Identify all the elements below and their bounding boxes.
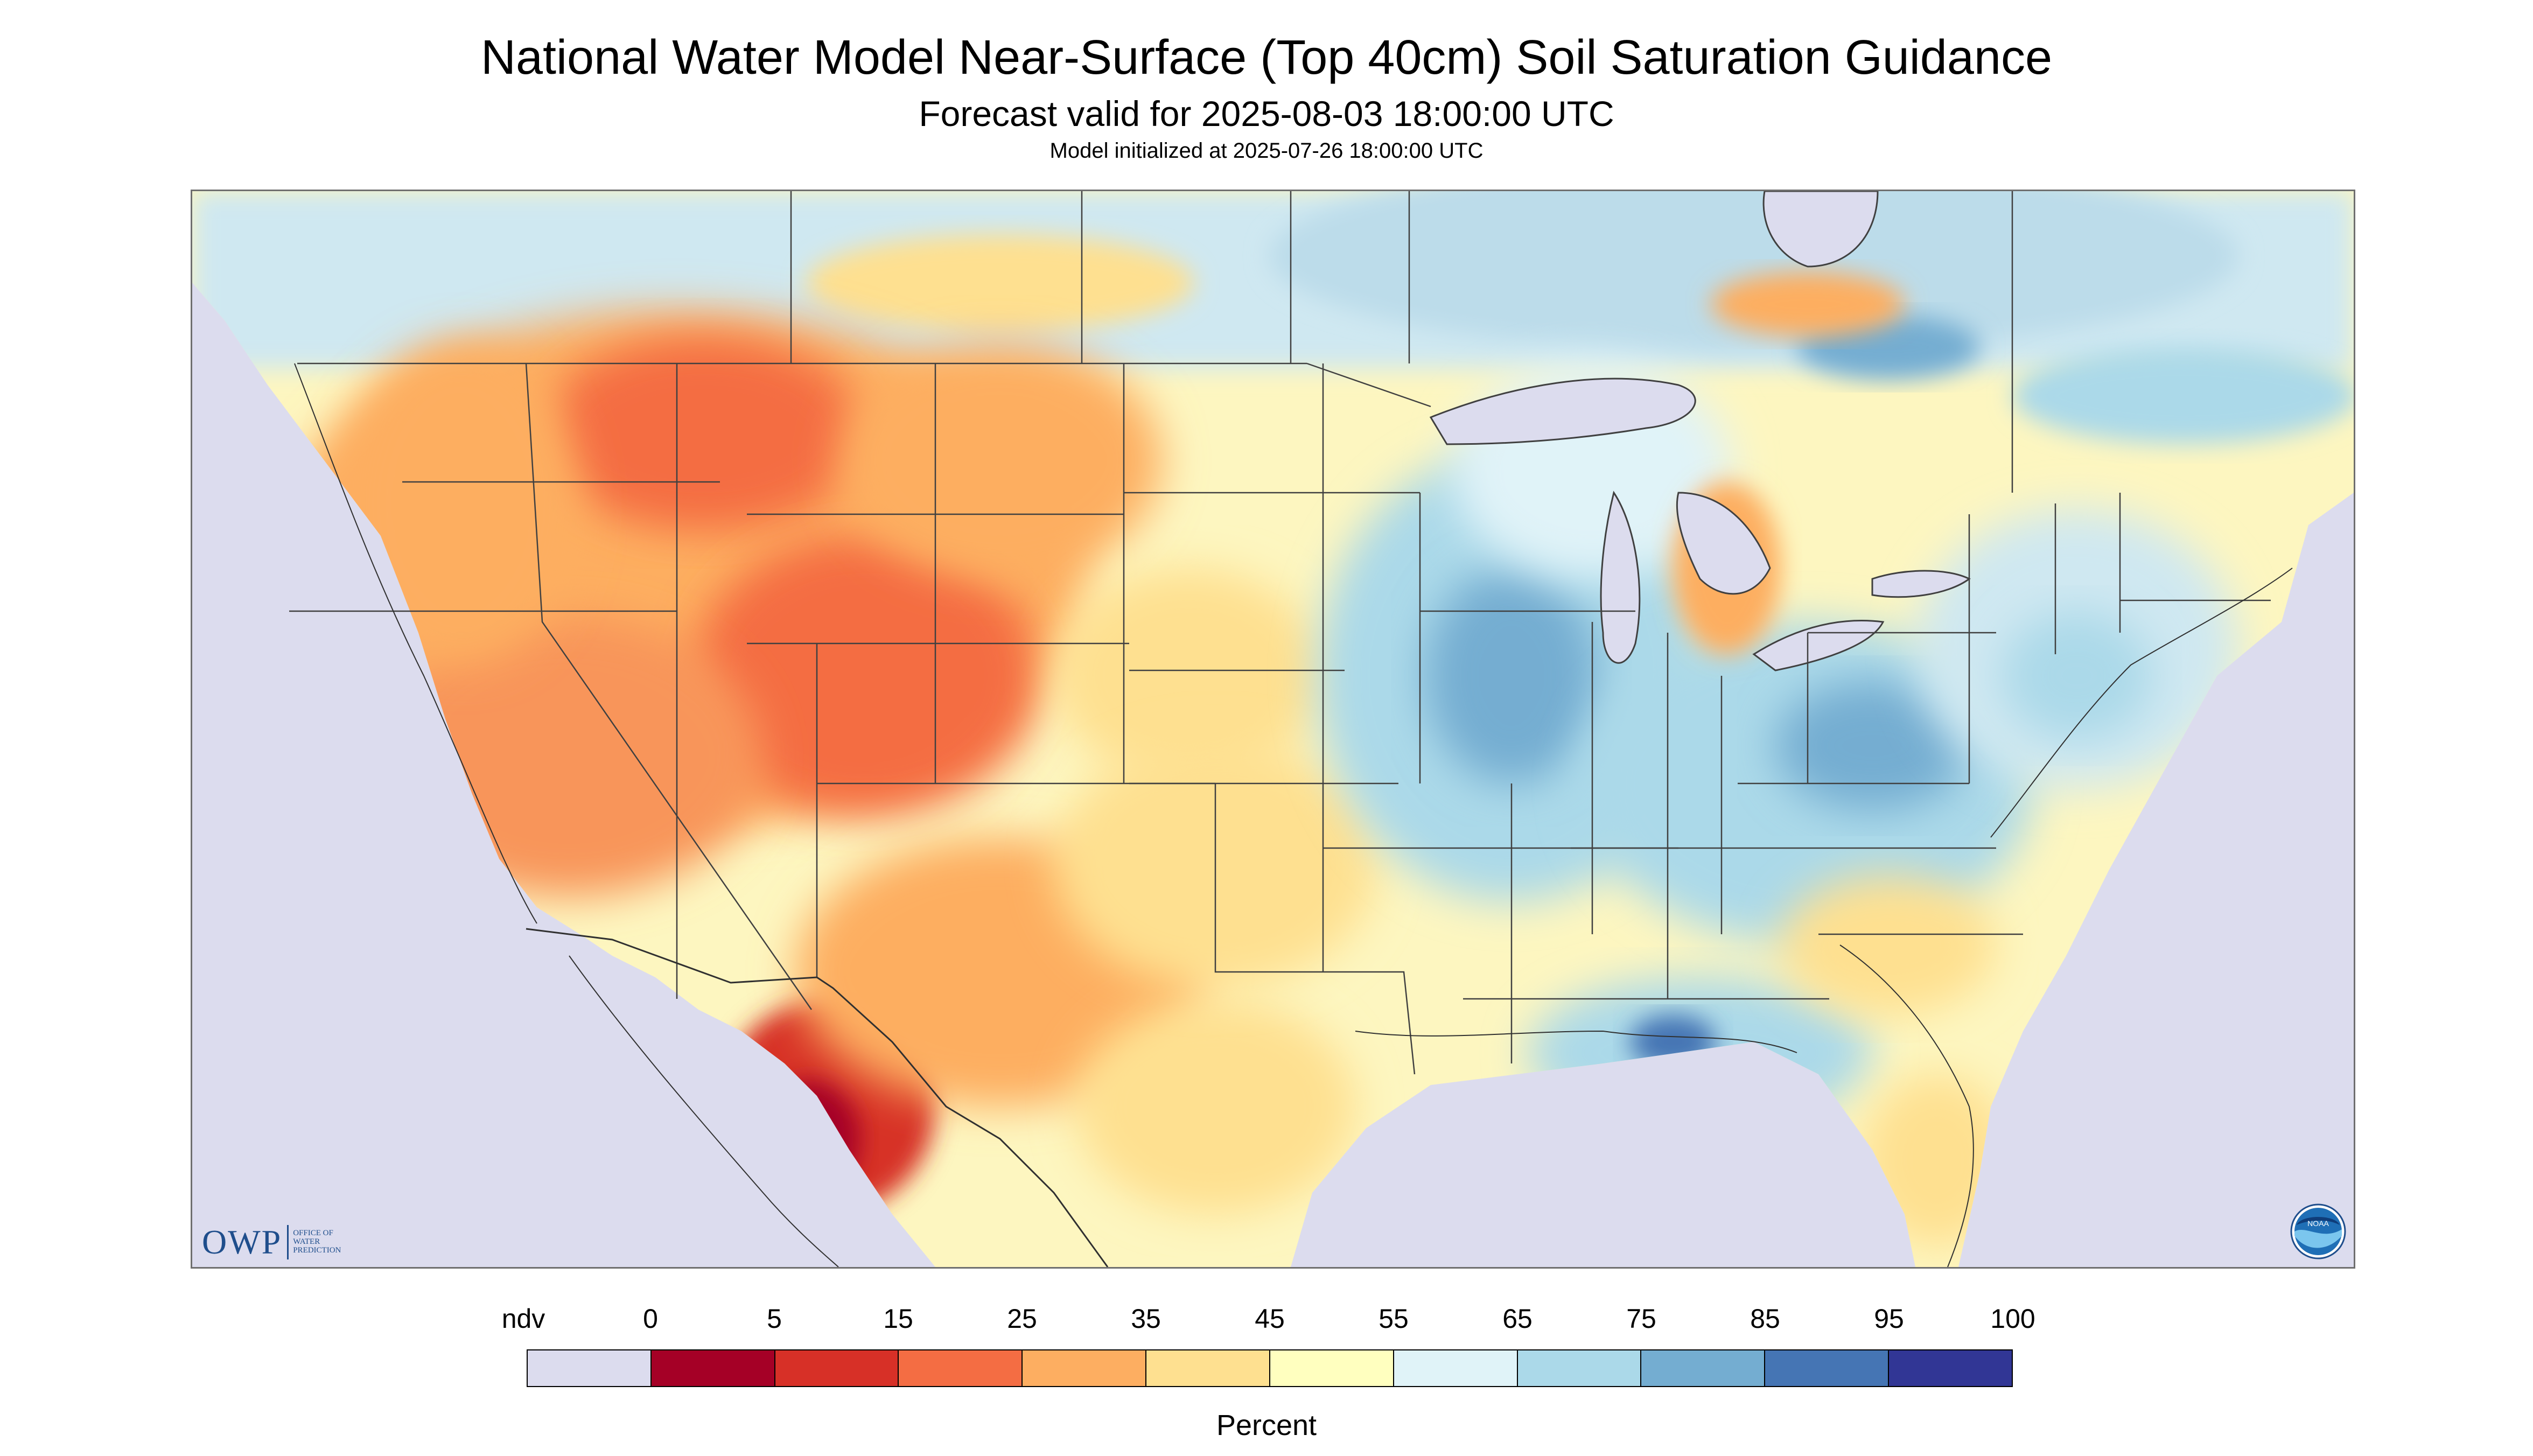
color-legend xyxy=(527,1349,2013,1387)
mexico-border xyxy=(526,928,1109,1267)
state-borders xyxy=(289,191,2271,1075)
noaa-logo-text: NOAA xyxy=(2307,1219,2329,1228)
legend-swatch xyxy=(1023,1350,1147,1386)
noaa-logo: NOAA xyxy=(2290,1203,2346,1259)
legend-swatch xyxy=(1146,1350,1270,1386)
legend-swatch xyxy=(651,1350,775,1386)
legend-swatch xyxy=(1394,1350,1518,1386)
legend-swatch xyxy=(1270,1350,1394,1386)
legend-label: 5 xyxy=(767,1304,782,1334)
legend-label: 95 xyxy=(1874,1304,1904,1334)
lake-huron xyxy=(1676,492,1771,595)
legend-label: 100 xyxy=(1990,1304,2035,1334)
lake-michigan xyxy=(1600,491,1641,664)
legend-label: 85 xyxy=(1750,1304,1780,1334)
legend-swatch xyxy=(1889,1350,2012,1386)
legend-swatch xyxy=(1765,1350,1890,1386)
legend-label: 55 xyxy=(1379,1304,1409,1334)
legend-swatch xyxy=(1641,1350,1766,1386)
forecast-valid-time: Forecast valid for 2025-08-03 18:00:00 U… xyxy=(919,94,1614,134)
legend-swatch xyxy=(528,1350,652,1386)
owp-logo-text: OFFICE OF WATER PREDICTION xyxy=(293,1229,341,1255)
owp-logo: OWP OFFICE OF WATER PREDICTION xyxy=(202,1225,341,1259)
projection-edge-right xyxy=(2142,493,2354,1267)
owp-logo-mark: OWP xyxy=(202,1225,289,1259)
legend-swatch xyxy=(775,1350,899,1386)
map-title: National Water Model Near-Surface (Top 4… xyxy=(480,31,2052,85)
legend-label: 45 xyxy=(1255,1304,1285,1334)
legend-label: 35 xyxy=(1131,1304,1161,1334)
legend-swatch xyxy=(1517,1350,1642,1386)
hudson-bay-edge xyxy=(1762,191,1879,268)
legend-label: 0 xyxy=(643,1304,658,1334)
soil-saturation-map: OWP OFFICE OF WATER PREDICTION NOAA xyxy=(191,190,2355,1269)
model-init-time: Model initialized at 2025-07-26 18:00:00… xyxy=(1049,139,1484,163)
projection-edge-left xyxy=(192,600,472,1267)
legend-label: 15 xyxy=(883,1304,913,1334)
coastline xyxy=(294,363,2293,1267)
legend-title: Percent xyxy=(1216,1409,1317,1441)
legend-swatch xyxy=(899,1350,1023,1386)
lake-superior xyxy=(1429,377,1696,445)
legend-label: 65 xyxy=(1502,1304,1533,1334)
legend-label: ndv xyxy=(501,1304,545,1334)
legend-label: 75 xyxy=(1626,1304,1656,1334)
legend-label: 25 xyxy=(1007,1304,1037,1334)
